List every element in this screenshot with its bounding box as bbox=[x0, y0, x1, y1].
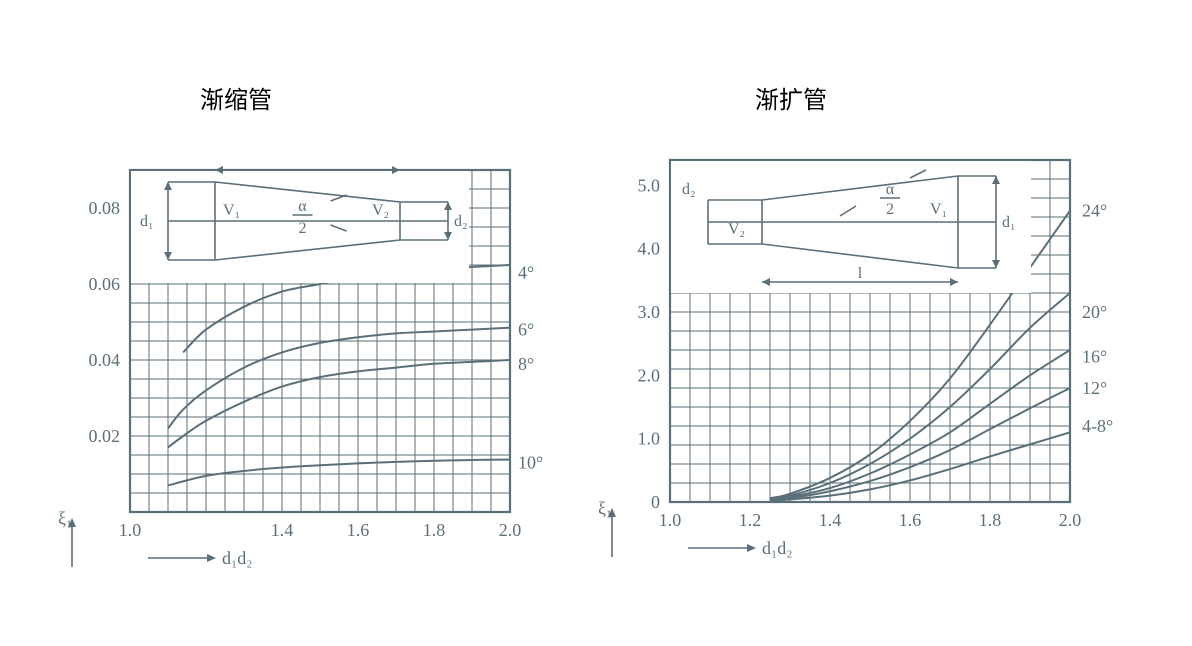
curve-label: 4-8° bbox=[1082, 416, 1113, 436]
curve-label: 20° bbox=[1082, 302, 1107, 322]
curve-label: 8° bbox=[518, 354, 534, 374]
x-tick-label: 1.8 bbox=[423, 520, 446, 540]
curve-label: 12° bbox=[1082, 378, 1107, 398]
y-tick-label: 0.08 bbox=[89, 198, 121, 218]
schematic-label-v1: V₁ bbox=[930, 201, 947, 218]
schematic-label-d1: d₁ bbox=[1002, 214, 1016, 231]
y-axis-label: ξ₁ bbox=[598, 498, 612, 518]
x-tick-label: 1.6 bbox=[899, 510, 922, 530]
right-chart-svg: 1.01.21.41.61.82.001.02.03.04.05.024°20°… bbox=[595, 140, 1155, 610]
right-chart-title: 渐扩管 bbox=[755, 80, 827, 115]
x-axis-label: d₁d₂ bbox=[222, 548, 253, 568]
y-tick-label: 0.06 bbox=[89, 274, 121, 294]
right-schematic: d₂ d₁ V₂ V₁ α 2 l bbox=[671, 161, 1031, 293]
schematic-label-v1: V₁ bbox=[223, 202, 240, 219]
y-tick-label: 0.02 bbox=[89, 426, 121, 446]
schematic-label-d2: d₂ bbox=[682, 181, 696, 198]
curve-label: 24° bbox=[1082, 201, 1107, 221]
arrow-icon bbox=[747, 544, 756, 552]
right-chart: 1.01.21.41.61.82.001.02.03.04.05.024°20°… bbox=[595, 140, 1155, 610]
x-axis-label: d₁d₂ bbox=[762, 538, 793, 558]
y-tick-label: 1.0 bbox=[638, 429, 661, 449]
schematic-label-d2: d₂ bbox=[454, 213, 468, 230]
y-tick-label: 5.0 bbox=[638, 175, 661, 195]
y-tick-label: 0.04 bbox=[89, 350, 121, 370]
curve-label: 6° bbox=[518, 320, 534, 340]
x-tick-label: 2.0 bbox=[499, 520, 522, 540]
arrow-icon bbox=[207, 554, 216, 562]
curve-label: 16° bbox=[1082, 346, 1107, 366]
y-tick-label: 2.0 bbox=[638, 365, 661, 385]
schematic-label-half: 2 bbox=[886, 201, 894, 218]
schematic-label-alpha: α bbox=[886, 181, 895, 198]
schematic-label-v2: V₂ bbox=[372, 202, 389, 219]
left-chart-title: 渐缩管 bbox=[200, 80, 272, 115]
x-tick-label: 1.2 bbox=[739, 510, 762, 530]
page: 渐缩管 渐扩管 1.0 1.4 1.6 1.8 2.0 0.02 0.04 0.06 0.08 4… bbox=[0, 0, 1192, 646]
curve-label: 4° bbox=[518, 263, 534, 283]
curve-line bbox=[770, 432, 1070, 500]
x-tick-label: 1.4 bbox=[819, 510, 842, 530]
schematic-label-length: l bbox=[858, 265, 863, 282]
left-chart: 1.0 1.4 1.6 1.8 2.0 0.02 0.04 0.06 0.08 4° 6° 8° 10°… bbox=[55, 150, 565, 610]
curve-line bbox=[770, 293, 1070, 499]
x-tick-label: 1.0 bbox=[659, 510, 682, 530]
x-tick-label: 1.4 bbox=[271, 520, 294, 540]
x-tick-label: 1.0 bbox=[119, 520, 142, 540]
x-tick-label: 2.0 bbox=[1059, 510, 1082, 530]
y-tick-label: 3.0 bbox=[638, 302, 661, 322]
x-tick-label: 1.8 bbox=[979, 510, 1002, 530]
left-schematic: d₁ d₂ V₁ V₂ α 2 bbox=[131, 166, 469, 283]
y-axis-label: ξ₁ bbox=[58, 508, 72, 528]
schematic-label-v2: V₂ bbox=[728, 221, 745, 238]
schematic-label-half: 2 bbox=[299, 220, 307, 237]
schematic-label-alpha: α bbox=[298, 198, 307, 215]
curve-label: 10° bbox=[518, 453, 543, 473]
y-tick-label: 0 bbox=[651, 492, 660, 512]
y-tick-label: 4.0 bbox=[638, 239, 661, 259]
schematic-label-d1: d₁ bbox=[140, 213, 154, 230]
left-chart-svg: 1.0 1.4 1.6 1.8 2.0 0.02 0.04 0.06 0.08 4° 6° 8° 10°… bbox=[55, 150, 565, 610]
x-tick-label: 1.6 bbox=[347, 520, 370, 540]
